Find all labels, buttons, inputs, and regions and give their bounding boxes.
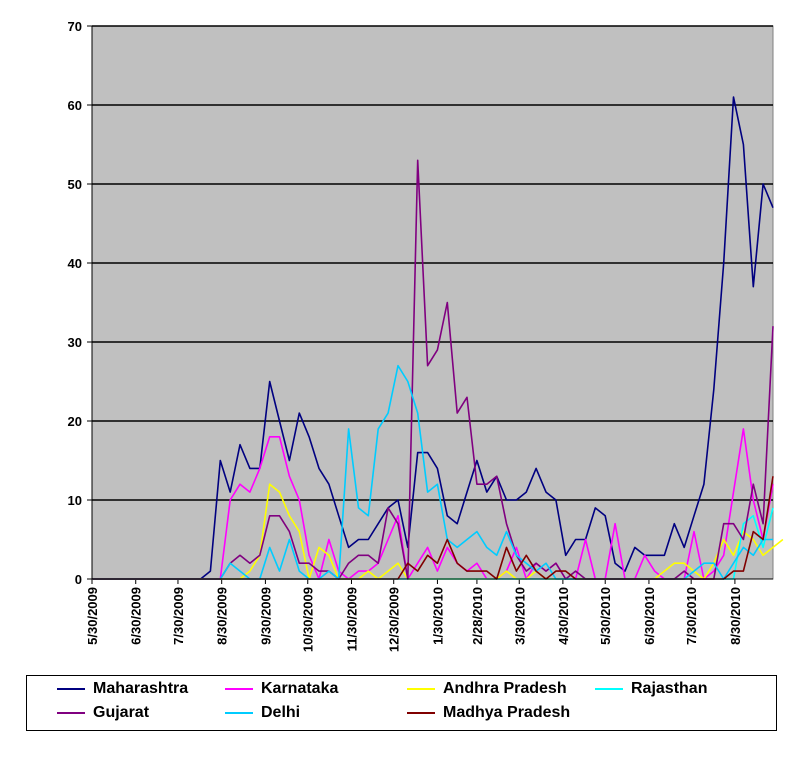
legend-swatch	[225, 712, 253, 714]
x-tick-label: 5/30/2010	[598, 587, 613, 645]
legend-label: Madhya Pradesh	[443, 704, 571, 721]
x-axis-ticks: 5/30/2009 6/30/2009 7/30/2009 8/30/2009 9/30…	[85, 579, 743, 652]
series-line-maharashtra	[92, 96, 774, 580]
legend-item-maharashtra: Maharashtra	[57, 680, 188, 698]
legend-swatch	[57, 688, 85, 690]
y-tick-label: 40	[68, 256, 82, 271]
y-tick-label: 50	[68, 177, 82, 192]
y-tick-label: 10	[68, 493, 82, 508]
legend-swatch	[407, 688, 435, 690]
legend-label: Andhra Pradesh	[443, 680, 567, 697]
x-tick-label: 8/30/2010	[728, 587, 743, 645]
legend-swatch	[225, 688, 253, 690]
x-tick-label: 7/30/2009	[171, 587, 186, 645]
legend-swatch	[407, 712, 435, 714]
legend-item-gujarat: Gujarat	[57, 704, 149, 722]
y-tick-label: 70	[68, 19, 82, 34]
x-tick-label: 3/30/2010	[512, 587, 527, 645]
legend-swatch	[57, 712, 85, 714]
legend-swatch	[595, 688, 623, 690]
y-tick-label: 0	[75, 572, 82, 587]
y-axis-ticks: 0 10 20 30 40 50 60 70	[68, 19, 92, 587]
plot-area	[91, 25, 774, 580]
x-tick-label: 5/30/2009	[85, 587, 100, 645]
y-tick-label: 60	[68, 98, 82, 113]
legend-item-andhra-pradesh: Andhra Pradesh	[407, 680, 567, 698]
legend-label: Karnataka	[261, 680, 339, 697]
line-chart: 0 10 20 30 40 50 60 70 5/30/2009 6/30/2009 7/30/2…	[68, 19, 784, 652]
y-tick-label: 20	[68, 414, 82, 429]
legend-item-delhi: Delhi	[225, 704, 300, 722]
legend-label: Rajasthan	[631, 680, 708, 697]
legend-item-karnataka: Karnataka	[225, 680, 338, 698]
x-tick-label: 6/30/2010	[642, 587, 657, 645]
x-tick-label: 6/30/2009	[129, 587, 144, 645]
x-tick-label: 9/30/2009	[258, 587, 273, 645]
legend-label: Gujarat	[93, 704, 150, 721]
legend-item-madhya-pradesh: Madhya Pradesh	[407, 704, 570, 722]
x-tick-label: 1/30/2010	[430, 587, 445, 645]
legend: Maharashtra Karnataka Andhra Pradesh Rajast…	[26, 675, 777, 731]
x-tick-label: 4/30/2010	[556, 587, 571, 645]
x-tick-label: 10/30/2009	[301, 587, 316, 652]
x-tick-label: 2/28/2010	[470, 587, 485, 645]
legend-label: Delhi	[261, 704, 301, 721]
gridlines	[92, 25, 773, 501]
x-tick-label: 11/30/2009	[344, 587, 359, 651]
legend-item-rajasthan: Rajasthan	[595, 680, 707, 698]
x-tick-label: 12/30/2009	[387, 587, 402, 652]
x-tick-label: 8/30/2009	[215, 587, 230, 645]
y-tick-label: 30	[68, 335, 82, 350]
legend-label: Maharashtra	[93, 680, 189, 697]
x-tick-label: 7/30/2010	[684, 587, 699, 645]
